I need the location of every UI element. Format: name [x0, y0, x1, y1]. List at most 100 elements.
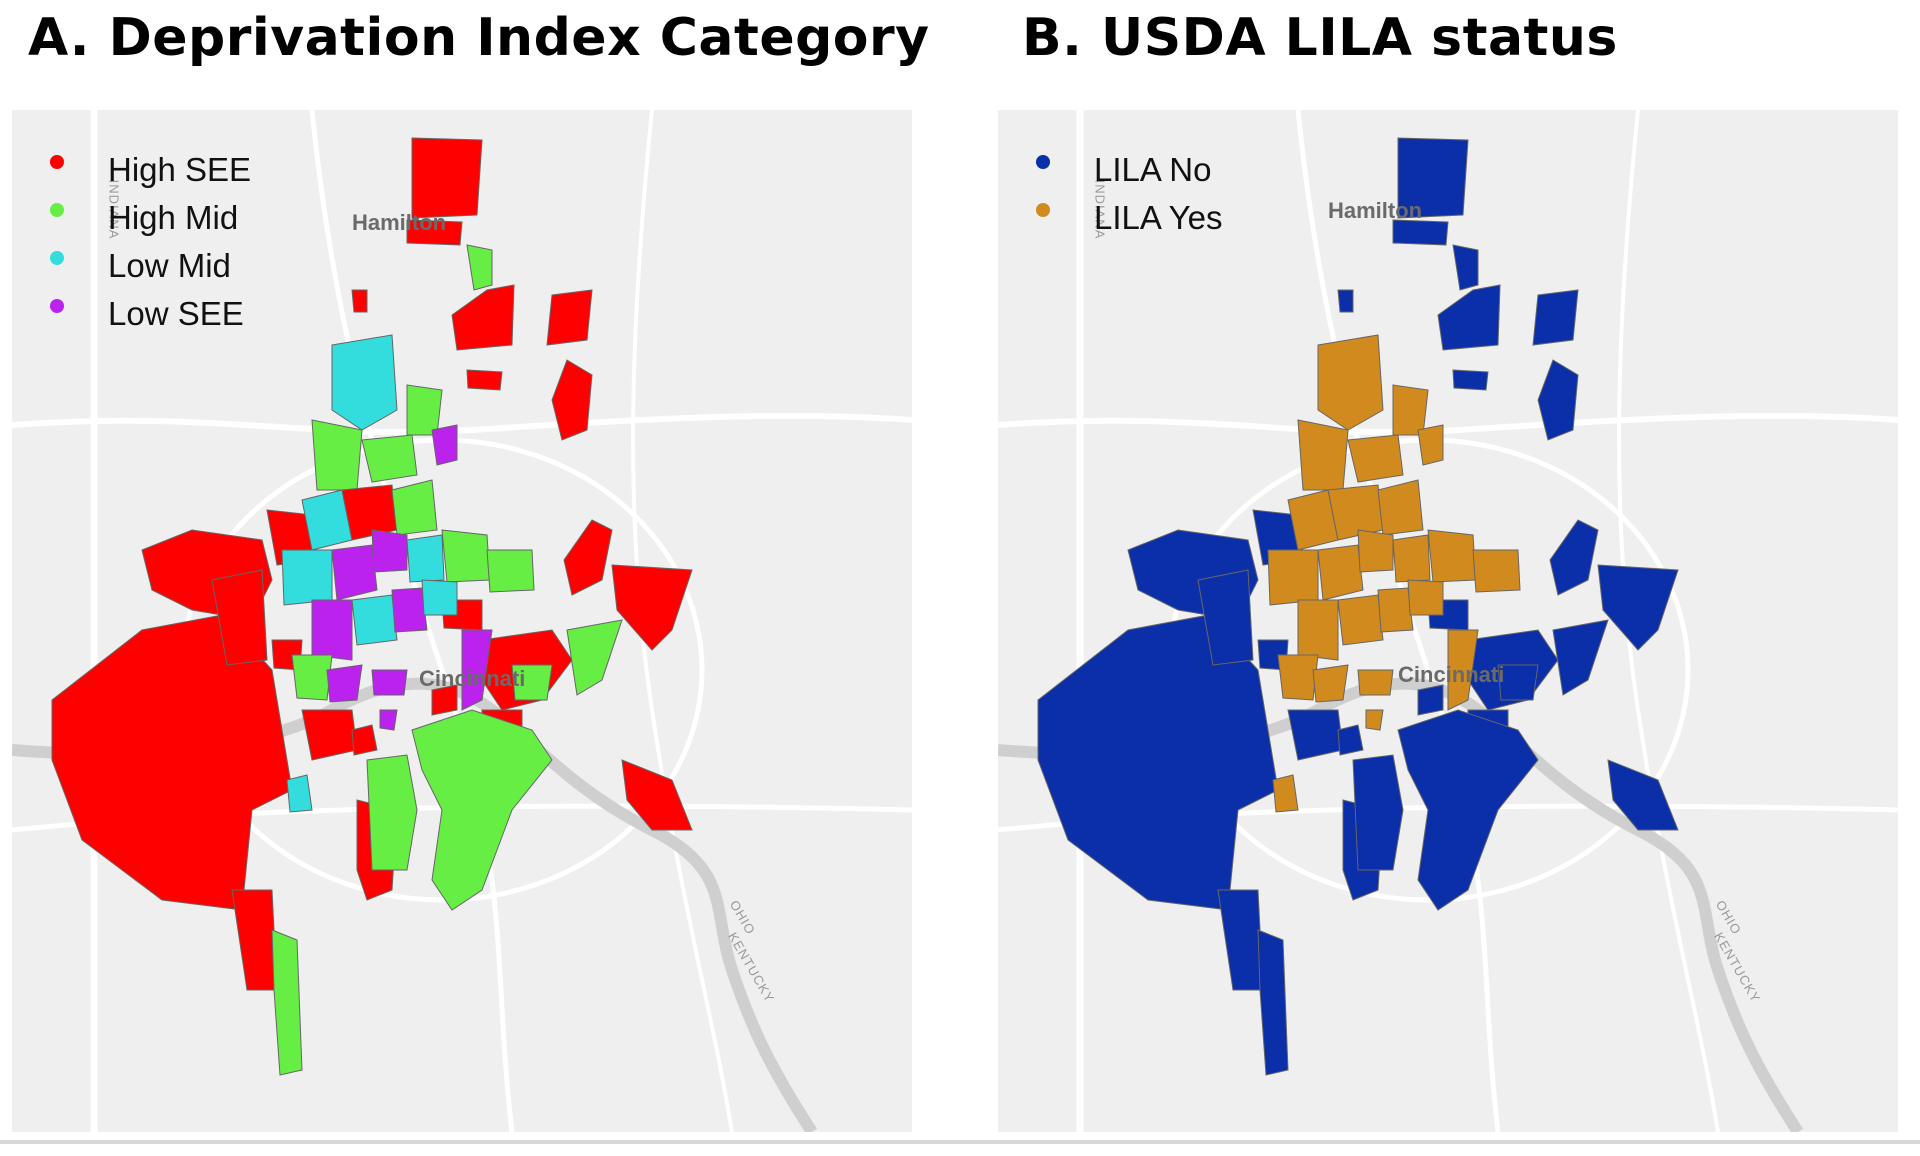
tract-polygon[interactable] [1267, 549, 1319, 606]
tract-polygon[interactable] [1377, 479, 1424, 536]
cincinnati-label: Cincinnati [1398, 662, 1505, 687]
tract-polygon[interactable] [411, 709, 553, 911]
tract-polygon[interactable] [1549, 519, 1599, 596]
tract-polygon[interactable] [371, 529, 408, 573]
tract-polygon[interactable] [1317, 544, 1364, 601]
tract-polygon[interactable] [1347, 434, 1404, 483]
tract-polygon[interactable] [563, 519, 613, 596]
tract-polygon[interactable] [1272, 774, 1299, 813]
tract-polygon[interactable] [286, 774, 313, 813]
tract-polygon[interactable] [1552, 619, 1609, 696]
tract-polygon[interactable] [231, 889, 278, 991]
tract-polygon[interactable] [406, 219, 463, 246]
tract-polygon[interactable] [1417, 424, 1444, 466]
tract-polygon[interactable] [431, 684, 458, 716]
tract-polygon[interactable] [1497, 664, 1539, 701]
tract-polygon[interactable] [1277, 654, 1319, 701]
tract-polygon[interactable] [1327, 484, 1384, 541]
tract-polygon[interactable] [441, 529, 491, 583]
tract-polygon[interactable] [611, 564, 693, 651]
tract-polygon[interactable] [311, 599, 353, 661]
tract-polygon[interactable] [1037, 614, 1279, 911]
tract-polygon[interactable] [431, 424, 458, 466]
tract-polygon[interactable] [1392, 384, 1429, 436]
tract-polygon[interactable] [1312, 664, 1349, 703]
tract-polygon[interactable] [1472, 549, 1521, 593]
tract-polygon[interactable] [406, 384, 443, 436]
tract-polygon[interactable] [1352, 754, 1404, 871]
tract-polygon[interactable] [51, 614, 293, 911]
tract-polygon[interactable] [1217, 889, 1264, 991]
tract-polygon[interactable] [341, 484, 398, 541]
tract-polygon[interactable] [366, 754, 418, 871]
tract-polygon[interactable] [1287, 709, 1344, 761]
tract-polygon[interactable] [331, 544, 378, 601]
tract-polygon[interactable] [1417, 684, 1444, 716]
deprivation-index-map[interactable]: Hamilton Cincinnati INDIANA OHIO KENTUCK… [12, 110, 912, 1132]
tract-polygon[interactable] [281, 549, 333, 606]
tract-polygon[interactable] [621, 759, 693, 831]
tract-polygon[interactable] [391, 479, 438, 536]
tract-polygon[interactable] [1365, 709, 1384, 731]
tract-polygon[interactable] [546, 289, 593, 346]
tract-polygon[interactable] [411, 137, 483, 219]
tract-polygon[interactable] [1437, 284, 1501, 351]
tract-polygon[interactable] [301, 709, 358, 761]
tract-polygon[interactable] [466, 244, 493, 291]
hamilton-label: Hamilton [352, 210, 447, 235]
tract-polygon[interactable] [486, 549, 535, 593]
tract-polygon[interactable] [461, 629, 493, 711]
tract-polygon[interactable] [1452, 369, 1489, 391]
tract-polygon[interactable] [1532, 289, 1579, 346]
tract-polygon[interactable] [391, 587, 428, 633]
tract-polygon[interactable] [291, 654, 333, 701]
tract-polygon[interactable] [311, 419, 363, 491]
tract-polygon[interactable] [1447, 629, 1479, 711]
tract-polygon[interactable] [1377, 587, 1414, 633]
census-tracts[interactable] [1037, 137, 1679, 1076]
tract-polygon[interactable] [326, 664, 363, 703]
tract-polygon[interactable] [1427, 529, 1477, 583]
tract-polygon[interactable] [1337, 724, 1364, 756]
tract-polygon[interactable] [566, 619, 623, 696]
tract-polygon[interactable] [1357, 669, 1394, 696]
tract-polygon[interactable] [1597, 564, 1679, 651]
tract-polygon[interactable] [1407, 579, 1444, 616]
tract-polygon[interactable] [1392, 534, 1431, 583]
tract-polygon[interactable] [1257, 929, 1289, 1076]
tract-polygon[interactable] [421, 579, 458, 616]
tract-polygon[interactable] [331, 334, 398, 431]
tract-polygon[interactable] [1357, 529, 1394, 573]
legend-item: High SEE [50, 146, 251, 194]
tract-polygon[interactable] [1392, 219, 1449, 246]
tract-polygon[interactable] [351, 594, 398, 646]
tract-polygon[interactable] [1397, 709, 1539, 911]
tract-polygon[interactable] [1397, 137, 1469, 219]
tract-polygon[interactable] [511, 664, 553, 701]
tract-polygon[interactable] [1297, 419, 1349, 491]
tract-polygon[interactable] [1537, 359, 1579, 441]
tract-polygon[interactable] [371, 669, 408, 696]
tract-polygon[interactable] [1337, 594, 1384, 646]
tract-polygon[interactable] [379, 709, 398, 731]
bottom-divider [0, 1140, 1920, 1144]
tract-polygon[interactable] [551, 359, 593, 441]
tract-polygon[interactable] [351, 724, 378, 756]
tract-polygon[interactable] [1297, 599, 1339, 661]
census-tracts[interactable] [51, 137, 693, 1076]
hamilton-label: Hamilton [1328, 198, 1423, 223]
tract-polygon[interactable] [351, 289, 368, 313]
tract-polygon[interactable] [1607, 759, 1679, 831]
usda-lila-map[interactable]: Hamilton Cincinnati INDIANA OHIO KENTUCK… [998, 110, 1898, 1132]
tract-polygon[interactable] [1197, 569, 1254, 666]
tract-polygon[interactable] [361, 434, 418, 483]
tract-polygon[interactable] [451, 284, 515, 351]
tract-polygon[interactable] [271, 929, 303, 1076]
tract-polygon[interactable] [1452, 244, 1479, 291]
tract-polygon[interactable] [1317, 334, 1384, 431]
tract-polygon[interactable] [466, 369, 503, 391]
tract-polygon[interactable] [406, 534, 445, 583]
tract-polygon[interactable] [211, 569, 268, 666]
tract-polygon[interactable] [1337, 289, 1354, 313]
cincinnati-label: Cincinnati [419, 666, 526, 691]
